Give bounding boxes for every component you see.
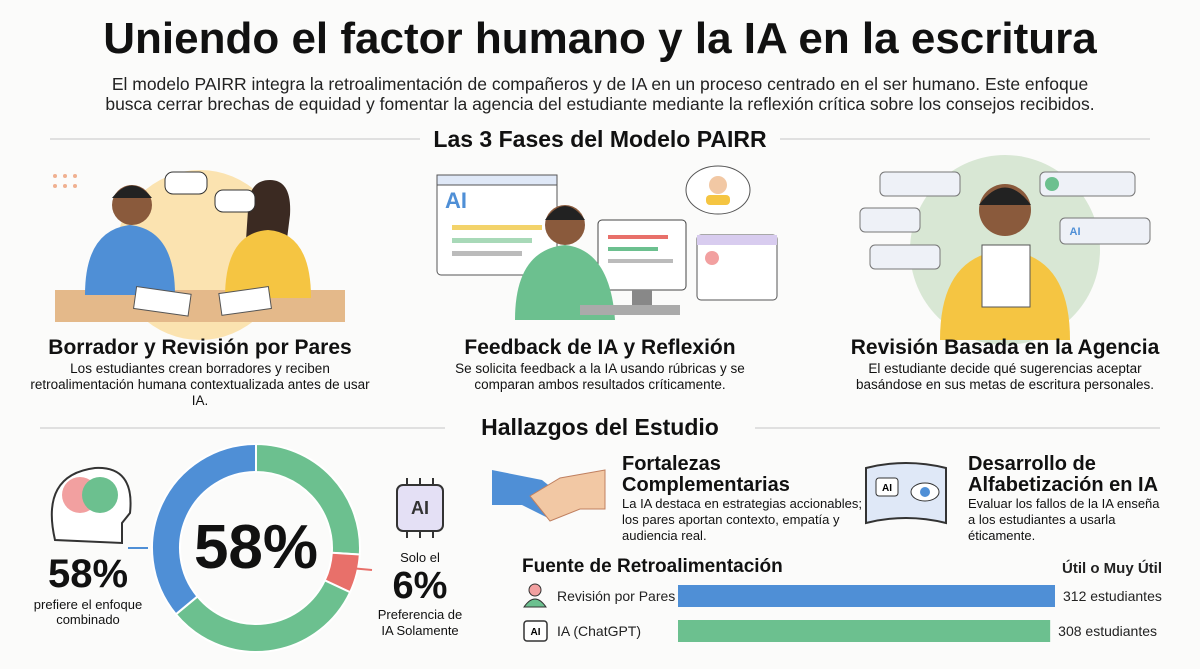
phase-description: Los estudiantes crean borradores y recib… bbox=[30, 361, 370, 408]
combined-head-icon bbox=[50, 466, 132, 545]
bar-chart-header: Útil o Muy Útil bbox=[1062, 560, 1162, 577]
phase-title: Borrador y Revisión por Pares bbox=[48, 336, 352, 359]
donut-chart bbox=[151, 442, 361, 653]
dividers bbox=[40, 138, 1160, 429]
donut-center-label: 58% bbox=[193, 513, 319, 582]
bar bbox=[678, 585, 1055, 607]
bar-value-label: 308 estudiantes bbox=[1058, 623, 1157, 639]
section-title: Las 3 Fases del Modelo PAIRR bbox=[433, 126, 767, 152]
ai-only-text: Preferencia de IA Solamente bbox=[377, 607, 463, 638]
card-title: Fortalezas Complementarias bbox=[622, 453, 790, 496]
bar-category: Revisión por Pares bbox=[557, 588, 675, 604]
book-icon: AI bbox=[865, 462, 947, 525]
chip-label: AI bbox=[411, 498, 429, 518]
connector bbox=[349, 567, 373, 571]
phase-description: Se solicita feedback a la IA usando rúbr… bbox=[455, 361, 745, 392]
ai-only-value: 6% bbox=[392, 565, 448, 607]
chatgpt-icon: AI bbox=[523, 620, 548, 642]
ai-logo: AI bbox=[445, 188, 467, 213]
agency-illustration: AI bbox=[859, 155, 1151, 345]
feedback-bar-chart: Revisión por Pares 312 estudiantes IA (Cha… bbox=[557, 585, 1162, 642]
subtitle: El modelo PAIRR integra la retroalimenta… bbox=[105, 74, 1095, 114]
card-title: Desarrollo de Alfabetización en IA bbox=[968, 453, 1159, 496]
donut-segment bbox=[174, 579, 352, 653]
book-ai-label: AI bbox=[882, 483, 892, 494]
donut-segment bbox=[151, 442, 257, 616]
ai-chip-icon: AI bbox=[396, 478, 444, 538]
phase-title: Feedback de IA y Reflexión bbox=[464, 336, 736, 359]
ai-bubble: AI bbox=[1070, 226, 1081, 238]
ai-only-prefix: Solo el bbox=[400, 550, 440, 565]
bar bbox=[678, 620, 1051, 642]
handshake-icon bbox=[492, 469, 606, 522]
bar-category: IA (ChatGPT) bbox=[557, 623, 641, 639]
peer-review-illustration bbox=[53, 170, 345, 340]
title: Uniendo el factor humano y la IA en la e… bbox=[103, 14, 1097, 63]
card-text: Evaluar los fallos de la IA enseña a los… bbox=[968, 496, 1160, 543]
bar-chart-title: Fuente de Retroalimentación bbox=[522, 556, 783, 577]
combined-text: prefiere el enfoque combinado bbox=[33, 597, 143, 627]
ai-feedback-illustration: AI bbox=[436, 165, 778, 320]
phase-description: El estudiante decide qué sugerencias ace… bbox=[856, 361, 1154, 392]
peer-icon bbox=[523, 583, 547, 608]
combined-value: 58% bbox=[47, 552, 129, 596]
card-text: La IA destaca en estrategias accionables… bbox=[622, 496, 862, 543]
section-title: Hallazgos del Estudio bbox=[481, 414, 719, 440]
chatgpt-icon-label: AI bbox=[531, 627, 541, 638]
bar-value-label: 312 estudiantes bbox=[1063, 588, 1162, 604]
phase-title: Revisión Basada en la Agencia bbox=[850, 336, 1160, 359]
